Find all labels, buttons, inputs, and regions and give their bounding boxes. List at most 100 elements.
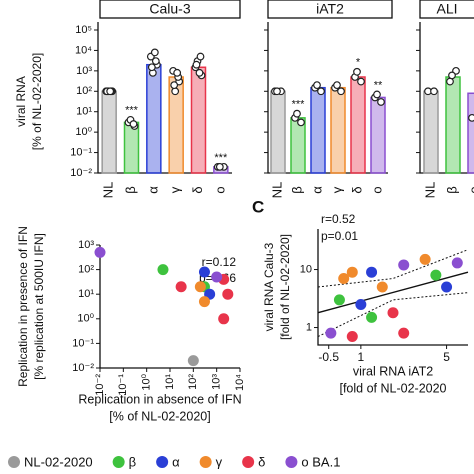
point xyxy=(398,327,410,339)
axis xyxy=(97,22,232,174)
legend-label: β xyxy=(129,454,136,469)
legend-swatch xyxy=(156,456,169,468)
significance: *** xyxy=(125,105,139,117)
replicate-dot xyxy=(357,77,365,86)
point xyxy=(222,288,234,300)
legend-swatch xyxy=(199,456,212,468)
replicate-dot xyxy=(448,71,456,80)
replicate-dot xyxy=(333,81,341,90)
replicate-dot xyxy=(430,87,438,96)
point xyxy=(325,327,337,339)
y-tick-label: 10⁴ xyxy=(75,44,92,56)
x-tick-label: 10¹ xyxy=(164,374,176,390)
y-tick-label: 10⁻¹ xyxy=(70,146,92,158)
bar xyxy=(467,92,474,174)
stat-annotation: p=0.01 xyxy=(321,229,358,243)
title-box xyxy=(267,0,393,19)
bar xyxy=(290,117,306,174)
replicate-dot xyxy=(151,57,160,66)
point xyxy=(187,355,199,367)
point xyxy=(430,269,442,281)
replicate-dot xyxy=(106,87,115,96)
x-tick-label: 10⁴ xyxy=(234,374,246,391)
y-axis-label: [fold of NL-02-2020] xyxy=(278,234,292,340)
x-axis-label: [fold of NL-02-2020 xyxy=(339,381,446,395)
y-tick-label: 10² xyxy=(78,264,94,276)
x-tick-label: β xyxy=(123,186,138,193)
replicate-dot xyxy=(196,52,205,61)
significance: *** xyxy=(214,152,228,164)
replicate-dot xyxy=(129,120,138,128)
panel-title: ALI xyxy=(436,1,457,17)
point xyxy=(175,281,187,293)
x-tick-label: α xyxy=(309,186,324,194)
fit-line xyxy=(317,271,469,314)
replicate-dot xyxy=(373,90,381,99)
x-tick-label: o xyxy=(212,186,227,193)
legend-label: γ xyxy=(216,454,223,469)
y-tick-label: 10¹ xyxy=(76,106,92,118)
point xyxy=(333,294,345,306)
significance: *** xyxy=(292,99,306,111)
legend-label: α xyxy=(172,454,180,469)
y-tick-label: 10³ xyxy=(78,239,94,251)
point xyxy=(157,264,169,276)
y-tick-label: 10¹ xyxy=(78,288,94,300)
title-box xyxy=(99,0,241,19)
y-tick-label: 1 xyxy=(306,321,312,333)
point xyxy=(198,266,210,278)
replicate-dot xyxy=(215,162,224,171)
point xyxy=(441,281,453,293)
y-axis-label: viral RNA xyxy=(14,76,28,127)
point xyxy=(338,273,350,285)
point xyxy=(366,311,378,323)
stat-annotation: r=0.52 xyxy=(321,212,356,226)
x-tick-label: 10⁻¹ xyxy=(117,374,129,396)
x-tick-label: δ xyxy=(190,186,205,193)
point xyxy=(451,257,463,269)
significance: * xyxy=(356,57,361,69)
x-tick-label: 10⁻² xyxy=(94,374,106,396)
x-axis-label: viral RNA iAT2 xyxy=(353,364,433,378)
x-tick-label: β xyxy=(444,186,459,193)
x-tick-label: 5 xyxy=(443,350,450,364)
y-tick-label: 10⁵ xyxy=(75,24,92,36)
bar xyxy=(190,66,207,174)
x-tick-label: β xyxy=(289,186,304,193)
y-tick-label: 10³ xyxy=(76,65,92,77)
axis xyxy=(267,22,388,174)
bar xyxy=(370,96,386,174)
bar xyxy=(270,90,286,174)
x-tick-label: δ xyxy=(349,186,364,193)
replicate-dot xyxy=(170,81,179,90)
bar xyxy=(350,76,366,174)
y-tick-label: 10⁰ xyxy=(77,313,94,325)
y-tick-label: 10⁻¹ xyxy=(72,337,94,349)
replicate-dot xyxy=(468,113,474,122)
axis xyxy=(317,229,468,346)
y-tick-label: 10⁻² xyxy=(70,167,92,179)
y-axis-label: [% of NL-02-2020] xyxy=(30,53,44,150)
x-tick-label: NL xyxy=(269,182,284,199)
replicate-dot xyxy=(377,98,385,106)
point xyxy=(346,331,358,343)
replicate-dot xyxy=(150,48,159,57)
y-axis-label: [% replication at 500IU IFN] xyxy=(32,233,46,380)
point xyxy=(346,266,358,278)
x-tick-label: 10³ xyxy=(211,374,223,390)
legend-swatch xyxy=(112,456,125,468)
x-tick-label: NL xyxy=(422,182,437,199)
point xyxy=(355,298,367,310)
legend-swatch xyxy=(8,456,20,468)
stat-annotation: r=0.12 xyxy=(202,255,237,269)
x-tick-label: 10⁰ xyxy=(141,373,153,390)
bar xyxy=(310,86,326,174)
x-tick-label: γ xyxy=(168,186,183,193)
x-tick-label: o xyxy=(466,186,474,193)
legend-swatch xyxy=(242,456,255,468)
y-axis-label: viral RNA Calu-3 xyxy=(262,242,276,331)
replicate-dot xyxy=(273,87,281,96)
replicate-dot xyxy=(313,81,321,90)
point xyxy=(218,313,230,325)
replicate-dot xyxy=(293,109,301,118)
